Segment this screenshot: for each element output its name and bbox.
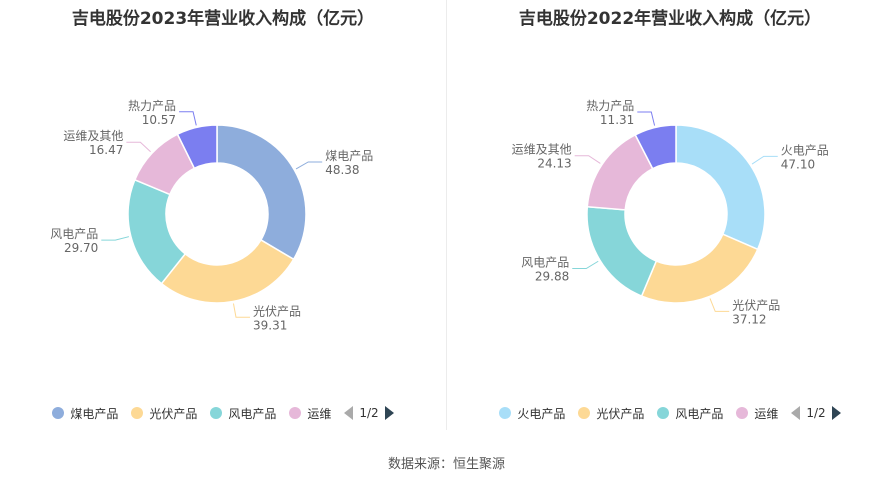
donut-slice-1[interactable] <box>640 233 759 304</box>
slice-value-4: 11.31 <box>600 113 634 127</box>
legend-item-1[interactable]: 光伏产品 <box>131 405 197 422</box>
slice-label-2: 风电产品 <box>50 227 98 241</box>
panel-divider <box>446 0 447 430</box>
legend-swatch <box>210 407 223 419</box>
slice-label-2: 风电产品 <box>521 256 569 270</box>
legend-label: 火电产品 <box>517 406 566 421</box>
slice-label-4: 热力产品 <box>128 99 176 113</box>
donut-slice-4[interactable] <box>634 124 677 170</box>
donut-slice-4[interactable] <box>176 124 218 170</box>
legend-item-3[interactable]: 运维 <box>736 405 778 422</box>
legend-label: 运维 <box>754 406 779 421</box>
donut-slice-1[interactable] <box>160 238 295 304</box>
leader-line-2 <box>101 236 129 241</box>
slice-value-4: 10.57 <box>142 113 176 127</box>
legend-pager: 1/2 <box>791 406 841 420</box>
legend-swatch <box>736 407 749 419</box>
legend-page-indicator: 1/2 <box>359 406 379 420</box>
legend-item-3[interactable]: 运维 <box>289 405 331 422</box>
legend-item-0[interactable]: 煤电产品 <box>52 405 118 422</box>
leader-line-1 <box>709 298 730 312</box>
legend-label: 光伏产品 <box>596 406 645 421</box>
slice-label-4: 热力产品 <box>586 99 634 113</box>
slice-value-1: 39.31 <box>253 318 287 332</box>
donut-slice-0[interactable] <box>675 124 766 251</box>
slice-label-1: 光伏产品 <box>732 298 780 312</box>
leader-line-4 <box>637 111 656 126</box>
legend-next-icon[interactable] <box>384 406 394 420</box>
chart-panel-2023: 吉电股份2023年营业收入构成（亿元） 煤电产品 48.38 光伏产品 39.31 风电… <box>0 0 446 430</box>
leader-line-1 <box>232 303 250 318</box>
slice-value-3: 24.13 <box>537 157 571 171</box>
donut-slice-0[interactable] <box>216 124 307 261</box>
slice-label-3: 运维及其他 <box>63 129 123 143</box>
slice-value-0: 47.10 <box>781 157 815 171</box>
legend-label: 风电产品 <box>228 406 277 421</box>
legend-swatch <box>289 407 302 419</box>
legend-swatch <box>52 407 65 419</box>
legend-swatch <box>578 407 591 419</box>
leader-line-2 <box>572 260 599 270</box>
slice-value-3: 16.47 <box>89 143 123 157</box>
legend-swatch <box>131 407 144 419</box>
slice-label-0: 火电产品 <box>781 143 829 157</box>
slice-label-0: 煤电产品 <box>325 149 373 163</box>
chart-panel-2022: 吉电股份2022年营业收入构成（亿元） 火电产品 47.10 光伏产品 37.12 风电… <box>447 0 893 430</box>
leader-line-0 <box>295 161 323 170</box>
slice-value-2: 29.70 <box>64 241 98 255</box>
legend-item-0[interactable]: 火电产品 <box>499 405 565 422</box>
data-source-note: 数据来源：恒生聚源 <box>387 457 505 472</box>
legend-item-2[interactable]: 风电产品 <box>210 405 276 422</box>
legend-label: 风电产品 <box>675 406 724 421</box>
legend: 煤电产品 光伏产品 风电产品 运维 1/2 <box>0 402 446 424</box>
slice-value-1: 37.12 <box>732 312 766 326</box>
legend-item-1[interactable]: 光伏产品 <box>578 405 644 422</box>
leader-line-4 <box>179 111 197 126</box>
slice-label-3: 运维及其他 <box>512 143 572 157</box>
slice-label-1: 光伏产品 <box>253 304 301 318</box>
slice-value-2: 29.88 <box>535 270 569 284</box>
slice-value-0: 48.38 <box>325 163 359 177</box>
donut-slice-2[interactable] <box>586 205 658 298</box>
leader-line-0 <box>751 155 778 165</box>
legend-prev-icon[interactable] <box>791 406 801 420</box>
legend: 火电产品 光伏产品 风电产品 运维 1/2 <box>447 402 893 424</box>
legend-swatch <box>499 407 512 419</box>
leader-line-3 <box>126 141 151 153</box>
legend-page-indicator: 1/2 <box>806 406 826 420</box>
legend-label: 煤电产品 <box>70 406 119 421</box>
legend-next-icon[interactable] <box>831 406 841 420</box>
legend-item-2[interactable]: 风电产品 <box>657 405 723 422</box>
legend-pager: 1/2 <box>344 406 394 420</box>
leader-line-3 <box>574 155 601 164</box>
chart-title: 吉电股份2022年营业收入构成（亿元） <box>518 9 822 29</box>
legend-prev-icon[interactable] <box>344 406 354 420</box>
legend-swatch <box>657 407 670 419</box>
legend-label: 光伏产品 <box>149 406 198 421</box>
chart-title: 吉电股份2023年营业收入构成（亿元） <box>71 9 375 29</box>
legend-label: 运维 <box>307 406 332 421</box>
